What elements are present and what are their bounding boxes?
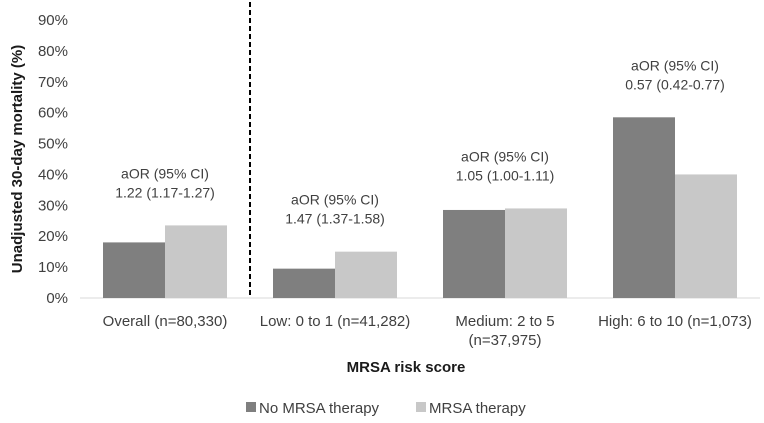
y-tick-label: 80% [38,43,68,60]
legend-swatch [246,402,256,412]
x-category-label: High: 6 to 10 (n=1,073) [598,313,752,330]
y-axis-title: Unadjusted 30-day mortality (%) [9,45,26,273]
bar-no-mrsa-therapy [443,209,505,298]
aor-label: aOR (95% CI) [461,148,549,164]
aor-value: 1.05 (1.00-1.11) [456,167,555,183]
y-tick-label: 10% [38,259,68,276]
annotations: aOR (95% CI) 1.22 (1.17-1.27) aOR (95% CI)… [115,57,725,226]
aor-label: aOR (95% CI) [291,192,379,208]
bars [103,117,737,298]
aor-value: 1.22 (1.17-1.27) [115,184,215,200]
aor-value: 0.57 (0.42-0.77) [625,76,725,92]
y-tick-label: 60% [38,105,68,122]
aor-value: 1.47 (1.37-1.58) [285,211,385,227]
legend-swatch [416,402,426,412]
x-category-label: Low: 0 to 1 (n=41,282) [260,313,411,330]
y-tick-label: 90% [38,12,68,29]
legend: No MRSA therapy MRSA therapy [246,400,526,417]
x-category-label: Medium: 2 to 5 [455,313,554,330]
x-axis-title: MRSA risk score [347,359,466,376]
bar-no-mrsa-therapy [273,268,335,298]
legend-label: MRSA therapy [429,400,526,417]
bar-mrsa-therapy [165,225,227,298]
y-tick-label: 70% [38,74,68,91]
y-tick-label: 0% [46,290,68,307]
bar-mrsa-therapy [505,208,567,298]
bar-mrsa-therapy [335,251,397,298]
x-category-label: (n=37,975) [469,332,542,349]
x-category-label: Overall (n=80,330) [103,313,228,330]
aor-label: aOR (95% CI) [121,165,209,181]
y-tick-label: 40% [38,166,68,183]
bar-no-mrsa-therapy [103,242,165,298]
x-axis-categories: Overall (n=80,330) Low: 0 to 1 (n=41,282)… [103,313,752,349]
y-tick-label: 20% [38,228,68,245]
bar-no-mrsa-therapy [613,117,675,298]
y-tick-label: 50% [38,136,68,153]
aor-label: aOR (95% CI) [631,57,719,73]
legend-label: No MRSA therapy [259,400,380,417]
y-tick-label: 30% [38,197,68,214]
y-axis-ticks: 0% 10% 20% 30% 40% 50% 60% 70% 80% 90% [38,12,68,307]
bar-mrsa-therapy [675,174,737,298]
